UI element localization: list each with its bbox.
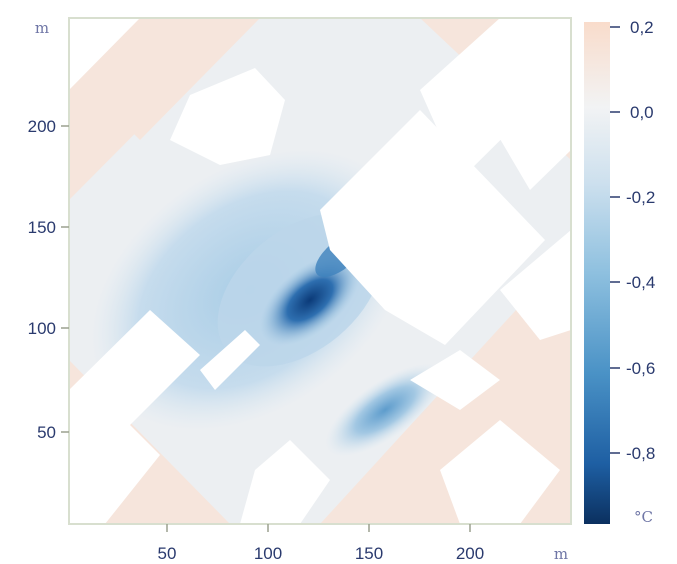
- x-tick-label: 150: [355, 544, 383, 563]
- x-unit-label: m: [554, 545, 568, 563]
- colorbar: 0,2 0,0 -0,2 -0,4 -0,6 -0,8 °C: [584, 18, 655, 526]
- map-plot-area: [69, 18, 571, 524]
- colorbar-unit-label: °C: [634, 508, 653, 526]
- y-axis: [61, 125, 69, 433]
- x-tick-label: 200: [456, 544, 484, 563]
- x-tick-label: 50: [158, 544, 177, 563]
- x-tick-label: 100: [254, 544, 282, 563]
- colorbar-gradient: [584, 22, 610, 524]
- colorbar-tick-label: 0,0: [630, 103, 654, 122]
- y-unit-label: m: [35, 19, 49, 37]
- colorbar-tick-label: -0,8: [626, 444, 655, 463]
- map-frame: [68, 17, 572, 525]
- y-tick-label: 200: [28, 117, 56, 136]
- colorbar-tick-label: 0,2: [630, 18, 654, 37]
- y-tick-label: 150: [28, 218, 56, 237]
- colorbar-tick-label: -0,4: [626, 273, 655, 292]
- buildings: [69, 18, 571, 524]
- y-tick-label: 100: [28, 319, 56, 338]
- colorbar-tick-label: -0,6: [626, 359, 655, 378]
- colorbar-tick-label: -0,2: [626, 188, 655, 207]
- x-axis: [166, 524, 471, 532]
- y-tick-label: 50: [37, 423, 56, 442]
